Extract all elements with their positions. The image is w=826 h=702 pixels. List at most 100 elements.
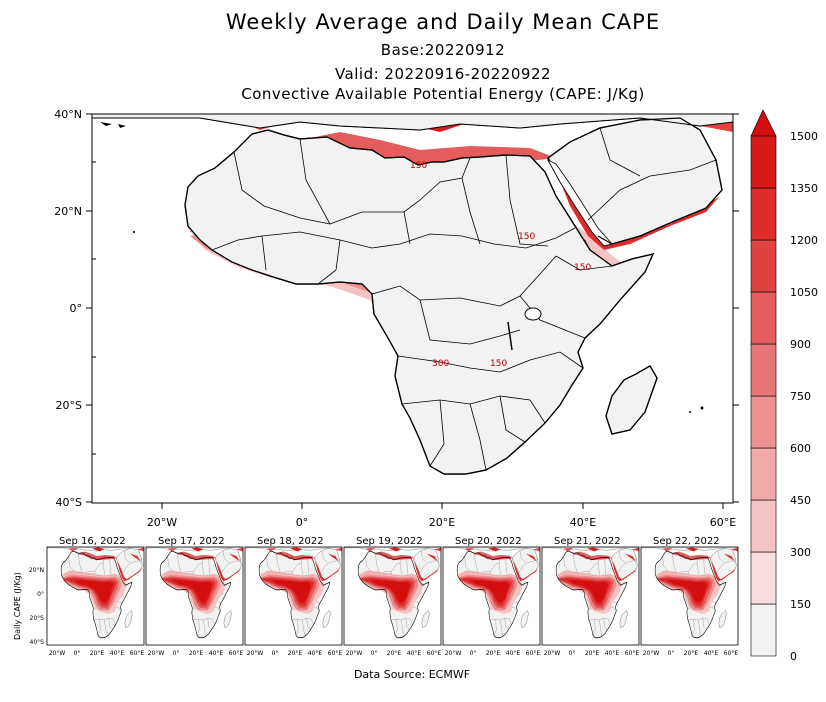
daily-panel: Sep 21, 2022 20°W 0° 20°E 40°E 60°E [541, 536, 640, 657]
daily-panel: Sep 22, 2022 20°W 0° 20°E 40°E 60°E [640, 536, 739, 657]
daily-lon-label: 20°E [288, 650, 303, 657]
daily-lon-label: 0° [74, 650, 81, 657]
daily-lat-label: 40°S [30, 639, 45, 646]
daily-lon-label: 20°E [585, 650, 600, 657]
daily-lon-label: 40°E [704, 650, 719, 657]
colorbar-segment [750, 343, 777, 397]
daily-lon-label: 20°W [643, 650, 660, 657]
daily-panels: Daily CAPE (J/Kg) Sep 16, 2022 20°W 0° 20°E… [13, 536, 738, 657]
daily-lat-label: 0° [37, 591, 44, 598]
lon-label: 20°E [429, 516, 455, 529]
colorbar-segment [750, 187, 777, 241]
daily-lon-label: 40°E [407, 650, 422, 657]
daily-panel: Sep 18, 2022 20°W 0° 20°E 40°E 60°E [244, 536, 343, 657]
colorbar-segment [750, 135, 777, 189]
colorbar-segment [750, 447, 777, 501]
colorbar-segment [750, 551, 777, 605]
colorbar-segment [750, 395, 777, 449]
colorbar-level-label: 0 [790, 650, 797, 663]
daily-lon-label: 60°E [427, 650, 442, 657]
daily-lon-label: 20°E [387, 650, 402, 657]
daily-date-label: Sep 19, 2022 [356, 536, 423, 547]
daily-date-label: Sep 16, 2022 [59, 536, 126, 547]
daily-date-label: Sep 17, 2022 [158, 536, 225, 547]
contour-label: 150 [490, 359, 507, 369]
daily-lon-label: 40°E [605, 650, 620, 657]
daily-lat-label: 20°N [29, 567, 44, 574]
daily-lon-label: 20°E [684, 650, 699, 657]
daily-lon-label: 0° [371, 650, 378, 657]
contour-label: 150 [410, 161, 427, 171]
map-title: Weekly Average and Daily Mean CAPE [225, 10, 661, 34]
lat-label: 40°S [56, 496, 82, 509]
daily-lon-label: 20°W [445, 650, 462, 657]
colorbar-level-label: 750 [790, 390, 811, 403]
daily-lon-label: 0° [173, 650, 180, 657]
daily-lon-label: 20°E [486, 650, 501, 657]
lon-label: 0° [296, 516, 309, 529]
colorbar-level-label: 600 [790, 442, 811, 455]
daily-date-label: Sep 22, 2022 [653, 536, 720, 547]
valid-range: Valid: 20220916-20220922 [334, 65, 552, 83]
base-date: Base:20220912 [380, 41, 506, 59]
variable-description: Convective Available Potential Energy (C… [241, 85, 645, 103]
lon-label: 40°E [570, 516, 596, 529]
lat-label: 0° [70, 302, 83, 315]
daily-lon-label: 60°E [625, 650, 640, 657]
contour-label: 150 [518, 232, 535, 242]
lat-label: 40°N [54, 108, 82, 121]
daily-lon-label: 40°E [506, 650, 521, 657]
contour-label: 300 [432, 359, 449, 369]
daily-lon-label: 40°E [308, 650, 323, 657]
daily-lat-label: 20°S [30, 615, 45, 622]
daily-lon-label: 20°W [49, 650, 66, 657]
daily-lon-label: 20°W [148, 650, 165, 657]
lat-label: 20°S [56, 399, 82, 412]
daily-date-label: Sep 21, 2022 [554, 536, 621, 547]
daily-panel: Sep 20, 2022 20°W 0° 20°E 40°E 60°E [442, 536, 541, 657]
daily-date-label: Sep 20, 2022 [455, 536, 522, 547]
daily-lon-label: 40°E [110, 650, 125, 657]
colorbar-arrow [750, 109, 777, 137]
colorbar-level-label: 900 [790, 338, 811, 351]
daily-lon-label: 20°E [189, 650, 204, 657]
daily-lon-label: 20°E [90, 650, 105, 657]
daily-panel: Sep 17, 2022 20°W 0° 20°E 40°E 60°E [145, 536, 244, 657]
daily-lon-label: 0° [470, 650, 477, 657]
daily-lon-label: 60°E [229, 650, 244, 657]
colorbar-segment [750, 499, 777, 553]
colorbar-segment [750, 603, 777, 657]
daily-date-label: Sep 18, 2022 [257, 536, 324, 547]
daily-panel: Sep 19, 2022 20°W 0° 20°E 40°E 60°E [343, 536, 442, 657]
daily-lon-label: 0° [272, 650, 279, 657]
colorbar-level-label: 1500 [790, 130, 818, 143]
lon-label: 60°E [710, 516, 736, 529]
daily-lon-label: 20°W [346, 650, 363, 657]
daily-lon-label: 0° [569, 650, 576, 657]
colorbar: 0 150 300 450 600 750 900 1050 1200 1350 1500 [750, 109, 818, 663]
lon-label: 20°W [147, 516, 177, 529]
colorbar-level-label: 300 [790, 546, 811, 559]
main-map: 150 150 150 300 150 40°N 20°N 0° 20°S 40… [54, 108, 739, 529]
colorbar-level-label: 1200 [790, 234, 818, 247]
contour-label: 150 [574, 263, 591, 273]
daily-lon-label: 20°W [247, 650, 264, 657]
daily-lon-label: 40°E [209, 650, 224, 657]
daily-lon-label: 0° [668, 650, 675, 657]
colorbar-segment [750, 291, 777, 345]
lat-label: 20°N [54, 205, 82, 218]
daily-lon-label: 60°E [130, 650, 145, 657]
colorbar-level-label: 150 [790, 598, 811, 611]
colorbar-level-label: 1350 [790, 182, 818, 195]
daily-lon-label: 60°E [724, 650, 739, 657]
colorbar-level-label: 1050 [790, 286, 818, 299]
data-source: Data Source: ECMWF [354, 668, 470, 681]
daily-ylabel: Daily CAPE (J/Kg) [13, 572, 22, 640]
colorbar-level-label: 450 [790, 494, 811, 507]
daily-lon-label: 20°W [544, 650, 561, 657]
daily-lon-label: 60°E [526, 650, 541, 657]
daily-lon-label: 60°E [328, 650, 343, 657]
daily-panel: Sep 16, 2022 20°W 0° 20°E 40°E 60°E 20°N 0° 20°S… [29, 536, 145, 657]
colorbar-segment [750, 239, 777, 293]
